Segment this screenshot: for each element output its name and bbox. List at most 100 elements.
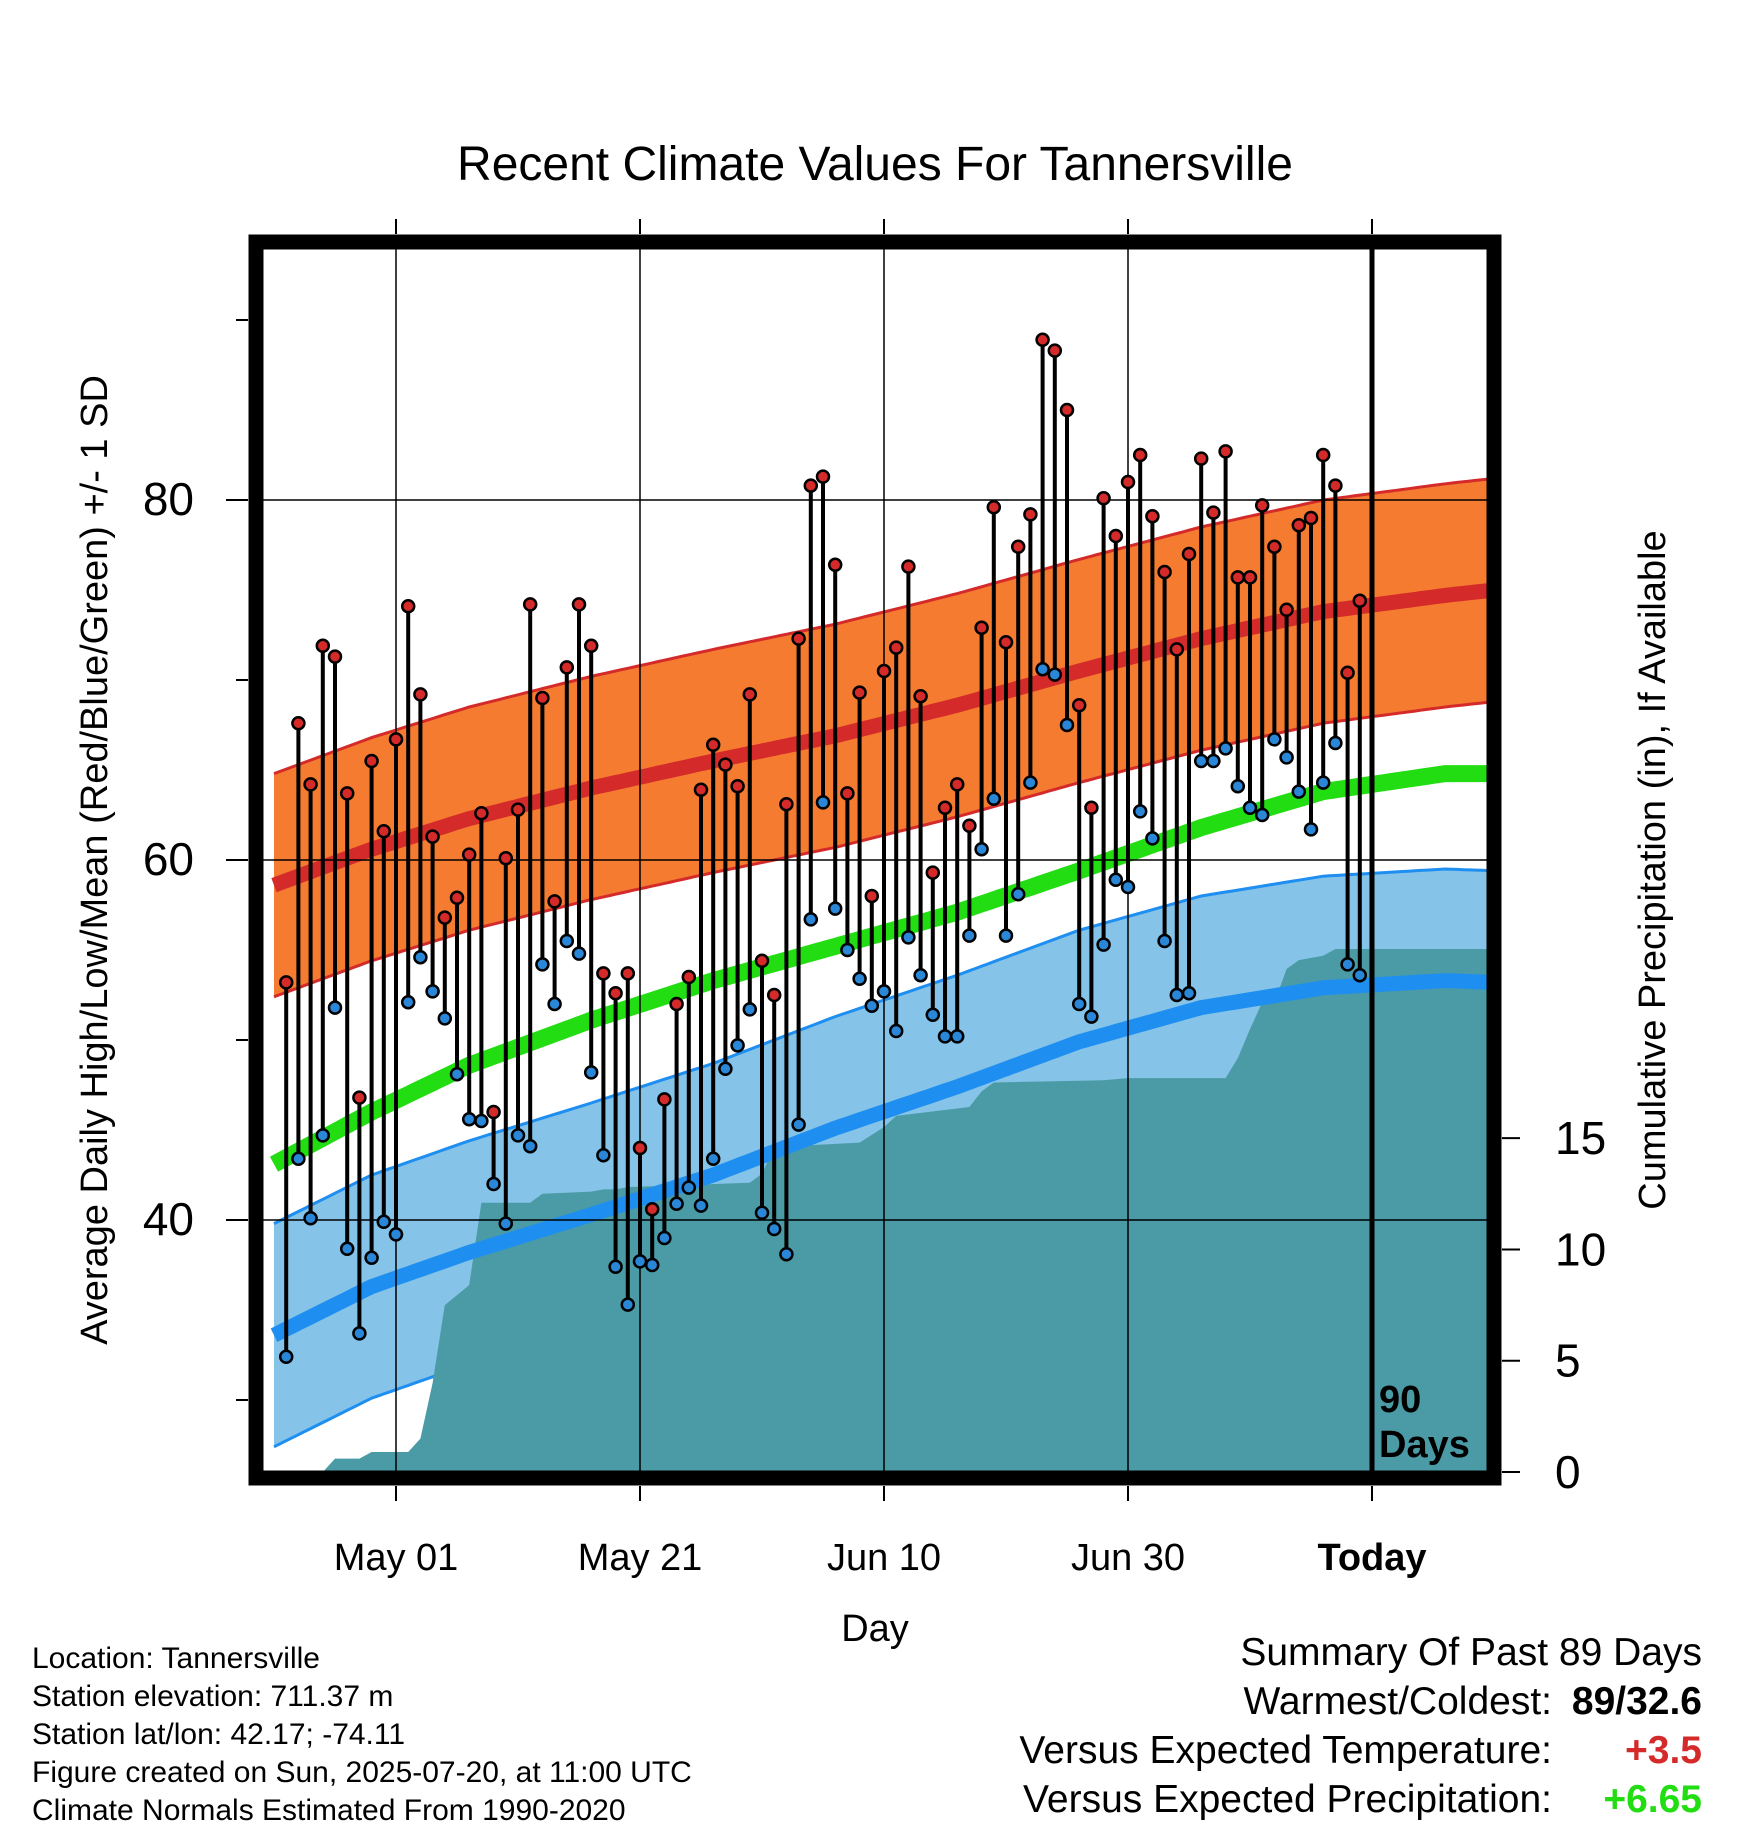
summary-warmest-row: Warmest/Coldest: 89/32.6 xyxy=(1019,1677,1702,1726)
daily-low-point xyxy=(876,984,892,999)
daily-low-point xyxy=(547,996,562,1012)
daily-low-point xyxy=(1206,753,1221,769)
normals-text: Climate Normals Estimated From 1990-2020 xyxy=(32,1794,626,1827)
daily-high-point xyxy=(1230,570,1246,585)
precip-anomaly-label: Versus Expected Precipitation: xyxy=(1023,1778,1552,1821)
daily-low-point xyxy=(1071,996,1087,1012)
daily-high-point xyxy=(766,987,782,1003)
daily-low-point xyxy=(901,930,916,945)
chart-title: Recent Climate Values For Tannersville xyxy=(457,138,1293,191)
daily-low-point xyxy=(730,1038,745,1053)
temp-anomaly-value: +3.5 xyxy=(1625,1729,1702,1772)
daily-high-point xyxy=(486,1104,501,1120)
daily-low-point xyxy=(913,967,928,983)
y-tick-label: 60 xyxy=(143,833,194,885)
daily-high-point xyxy=(962,818,977,834)
daily-low-point xyxy=(815,795,831,810)
daily-high-point xyxy=(303,777,318,792)
daily-high-point xyxy=(352,1090,367,1105)
daily-low-point xyxy=(840,942,855,958)
daily-high-point xyxy=(657,1092,672,1107)
warmest-coldest-label: Warmest/Coldest: xyxy=(1243,1680,1552,1723)
daily-low-point xyxy=(376,1214,392,1230)
daily-high-point xyxy=(1120,474,1136,490)
daily-high-point xyxy=(754,953,770,969)
daily-low-point xyxy=(998,928,1014,943)
daily-low-point xyxy=(705,1151,721,1167)
daily-low-point xyxy=(559,933,575,949)
daily-high-point xyxy=(388,732,404,747)
daily-low-point xyxy=(681,1180,697,1195)
daily-high-point xyxy=(1071,697,1087,713)
daily-low-point xyxy=(1218,741,1233,756)
daily-low-point xyxy=(693,1198,709,1213)
daily-low-point xyxy=(596,1147,611,1163)
daily-high-point xyxy=(888,640,904,655)
daily-high-point xyxy=(461,847,477,862)
daily-low-point xyxy=(852,971,867,987)
daily-high-point xyxy=(1023,507,1038,522)
summary-temp-row: Versus Expected Temperature: +3.5 xyxy=(1019,1726,1702,1775)
y-tick-label: 40 xyxy=(143,1193,194,1245)
daily-low-point xyxy=(278,1349,294,1365)
daily-high-point xyxy=(1047,343,1063,358)
daily-low-point xyxy=(1059,717,1075,733)
daily-low-point xyxy=(1352,967,1368,983)
daily-high-point xyxy=(986,499,1002,515)
x-tick-label-may21: May 21 xyxy=(578,1537,703,1579)
daily-high-point xyxy=(425,829,440,844)
daily-high-point xyxy=(998,634,1014,650)
daily-low-point xyxy=(291,1151,306,1167)
daily-low-point xyxy=(754,1205,770,1221)
daily-low-point xyxy=(352,1326,367,1341)
daily-low-point xyxy=(925,1007,941,1023)
summary-title-text: Summary Of Past 89 Days xyxy=(1240,1631,1702,1674)
daily-high-point xyxy=(413,687,428,702)
daily-high-point xyxy=(1315,447,1331,463)
daily-high-point xyxy=(1059,402,1075,418)
daily-low-point xyxy=(1291,784,1307,799)
daily-high-point xyxy=(1206,505,1221,520)
daily-high-point xyxy=(498,850,514,866)
x-axis-label: Day xyxy=(841,1608,909,1650)
daily-high-point xyxy=(864,888,880,904)
daily-low-point xyxy=(620,1297,636,1312)
daily-high-point xyxy=(876,663,892,679)
temp-anomaly-label: Versus Expected Temperature: xyxy=(1019,1729,1552,1772)
daily-high-point xyxy=(315,638,331,654)
daily-low-point xyxy=(608,1259,623,1275)
daily-high-point xyxy=(571,597,587,612)
daily-high-point xyxy=(718,757,733,772)
daily-low-point xyxy=(742,1002,758,1017)
daily-high-point xyxy=(1096,490,1111,506)
daily-high-point xyxy=(1157,564,1172,580)
daily-low-point xyxy=(315,1128,331,1143)
daily-high-point xyxy=(791,631,806,646)
today-marker-label-line: 90 xyxy=(1379,1379,1421,1421)
daily-low-point xyxy=(827,901,843,916)
daily-high-point xyxy=(742,687,758,702)
daily-high-point xyxy=(559,660,575,675)
daily-low-point xyxy=(644,1257,660,1273)
daily-low-point xyxy=(1181,985,1197,1001)
daily-high-point xyxy=(437,910,453,925)
created-text: Figure created on Sun, 2025-07-20, at 11… xyxy=(32,1756,692,1789)
daily-low-point xyxy=(364,1250,379,1266)
daily-high-point xyxy=(620,966,636,981)
daily-low-point xyxy=(303,1210,318,1226)
daily-high-point xyxy=(1242,570,1258,585)
daily-low-point xyxy=(1096,937,1111,952)
daily-low-point xyxy=(461,1111,477,1127)
axes: May 01 May 21 Jun 10 Jun 30 Today Day Av… xyxy=(74,219,1674,1650)
daily-high-point xyxy=(1218,444,1233,459)
daily-low-point xyxy=(949,1029,965,1044)
x-tick-label-jun10: Jun 10 xyxy=(827,1537,941,1579)
daily-low-point xyxy=(388,1227,404,1242)
daily-low-point xyxy=(803,912,819,927)
daily-low-point xyxy=(1010,886,1026,902)
daily-high-point xyxy=(827,557,843,573)
daily-low-point xyxy=(1230,778,1246,794)
daily-low-point xyxy=(474,1113,489,1129)
daily-high-point xyxy=(522,597,538,612)
